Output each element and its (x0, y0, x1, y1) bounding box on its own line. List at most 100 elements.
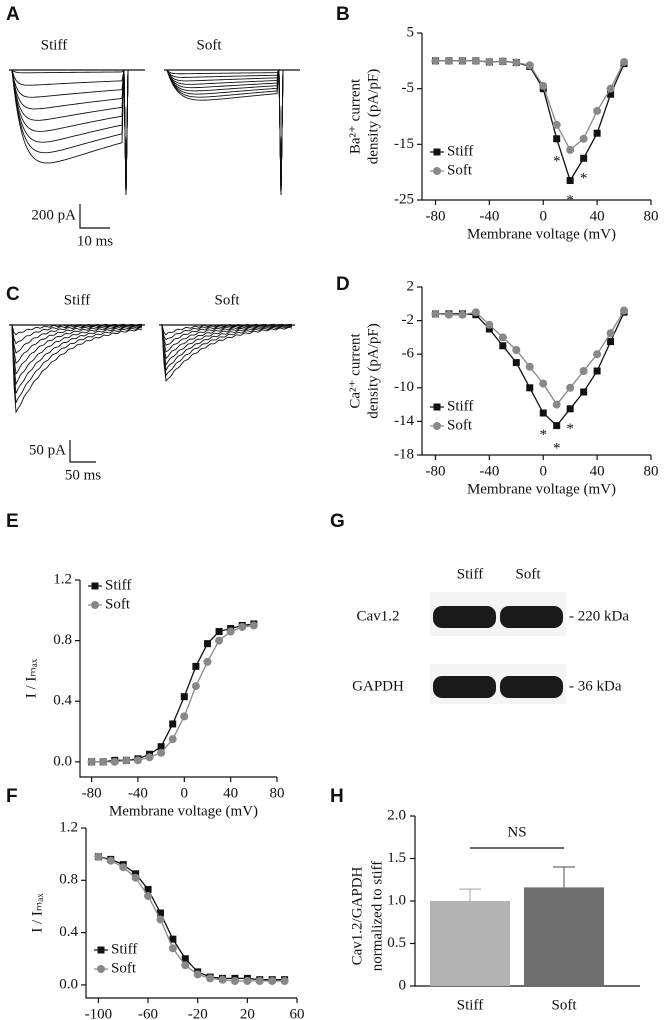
marker (566, 177, 574, 185)
trace (166, 69, 297, 196)
marker (593, 106, 602, 115)
marker (579, 134, 588, 143)
trace (11, 69, 142, 196)
x-tick-label: 60 (290, 1006, 305, 1020)
x-tick-label: 40 (590, 208, 605, 224)
annotation: * (553, 440, 561, 456)
marker (169, 720, 177, 728)
trace (161, 324, 293, 360)
lane-label: Soft (515, 566, 541, 582)
marker (525, 61, 534, 70)
marker (607, 90, 615, 98)
y-tick-label: 0.0 (53, 753, 72, 769)
trace (11, 325, 143, 414)
legend-label: Stiff (111, 941, 137, 957)
marker (498, 57, 507, 66)
y-axis-label: Cav1.2/GAPDH (349, 866, 365, 965)
legend-label: Stiff (447, 143, 473, 159)
marker (144, 885, 152, 893)
marker (145, 753, 154, 762)
marker (566, 145, 575, 154)
y-tick-label: -18 (394, 446, 414, 462)
scale-y-label: 50 pA (29, 442, 66, 458)
y-tick-label: 0.0 (59, 976, 78, 992)
x-tick-label: -80 (425, 208, 445, 224)
marker (498, 333, 507, 342)
trace (11, 69, 142, 196)
y-tick-label: 0.8 (53, 632, 72, 648)
marker (193, 970, 202, 979)
legend-marker (91, 601, 99, 609)
marker (180, 712, 189, 721)
x-tick-label: -40 (479, 463, 499, 479)
marker (203, 640, 211, 648)
legend-marker (433, 167, 441, 175)
lane-label: Stiff (457, 566, 483, 582)
marker (144, 892, 153, 900)
y-tick-label: 2.0 (387, 807, 406, 823)
marker (566, 405, 574, 413)
annotation: * (580, 170, 588, 186)
marker (206, 974, 215, 983)
marker (168, 735, 177, 744)
trace (11, 68, 142, 196)
y-tick-label: -25 (394, 191, 414, 207)
marker (106, 856, 115, 865)
marker (552, 120, 561, 129)
x-tick-label: 80 (644, 463, 659, 479)
marker (512, 58, 521, 67)
y-tick-label: 1.2 (59, 819, 78, 835)
marker (157, 743, 165, 751)
series-line (98, 856, 285, 982)
trace (166, 69, 297, 196)
x-axis-label: Membrane voltage (mV) (109, 803, 258, 819)
marker (156, 909, 164, 917)
marker (110, 757, 119, 766)
band (433, 606, 496, 628)
marker (238, 622, 247, 631)
trace (11, 324, 143, 394)
legend-marker (97, 965, 105, 973)
legend-label: Stiff (105, 577, 131, 593)
legend-marker (433, 403, 441, 411)
y-tick-label: -5 (402, 80, 415, 96)
marker (255, 977, 264, 985)
marker (593, 129, 601, 137)
marker (133, 756, 142, 765)
y-axis-label: normalized to stiff (369, 861, 385, 972)
marker (607, 338, 615, 346)
y-tick-label: 0.8 (59, 872, 78, 888)
y-axis-label: I / Iₘₐₓ (23, 658, 39, 698)
marker (243, 977, 252, 985)
marker (458, 310, 467, 319)
y-tick-label: 0.5 (387, 935, 406, 951)
x-tick-label: 0 (539, 463, 547, 479)
y-tick-label: 5 (407, 24, 415, 40)
y-tick-label: -6 (402, 346, 415, 362)
band (500, 606, 563, 628)
y-tick-label: 2 (407, 278, 415, 294)
marker (191, 682, 200, 691)
scale-bar (69, 440, 96, 463)
band-label: GAPDH (352, 678, 404, 694)
marker (526, 384, 534, 392)
panel-letter: D (336, 274, 350, 295)
scale-x-label: 50 ms (65, 467, 101, 483)
marker (593, 367, 601, 375)
marker (99, 757, 108, 766)
panel-letter: G (330, 511, 345, 532)
marker (580, 388, 588, 396)
panel-letter: A (6, 4, 20, 25)
y-tick-label: 0.4 (53, 693, 72, 709)
trace (11, 325, 143, 405)
marker (552, 400, 561, 409)
marker (606, 329, 615, 338)
x-tick-label: 40 (223, 785, 238, 801)
trace (166, 69, 297, 196)
legend-label: Soft (447, 162, 473, 178)
marker (122, 756, 131, 765)
marker (280, 977, 289, 985)
scale-bar (79, 204, 110, 229)
x-tick-label: -40 (479, 208, 499, 224)
